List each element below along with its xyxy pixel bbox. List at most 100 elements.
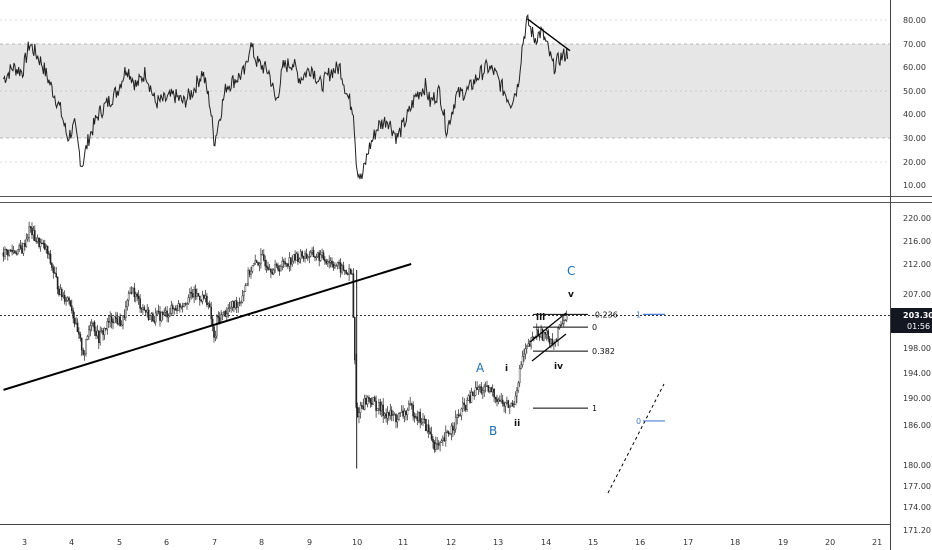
candle-body — [531, 336, 534, 339]
candle-body — [277, 265, 279, 270]
candle-body — [247, 270, 249, 284]
last-price-badge[interactable]: 203.30 01:56 — [891, 308, 932, 333]
candle-body — [523, 353, 525, 357]
candle-body — [24, 243, 26, 247]
candle-body — [396, 419, 399, 423]
candle-body — [210, 306, 213, 320]
time-tick: 14 — [541, 538, 551, 547]
candle-body — [196, 293, 198, 297]
candle-body — [149, 315, 151, 320]
candle-body — [322, 252, 325, 260]
candle-body — [82, 349, 84, 355]
candle-body — [243, 291, 245, 297]
candle-body — [284, 261, 286, 265]
candle-body — [341, 265, 343, 273]
candle-body — [88, 329, 90, 337]
rsi-divergence-line[interactable] — [526, 18, 571, 52]
candle-body — [509, 406, 511, 408]
time-tick: 4 — [69, 538, 74, 547]
candle-body — [520, 364, 522, 369]
candle-body — [513, 404, 515, 407]
candle-body — [142, 307, 144, 310]
candle-body — [99, 331, 101, 343]
candle-body — [152, 313, 154, 321]
rsi-tick: 30.00 — [903, 134, 926, 143]
price-tick: 180.00 — [903, 461, 931, 470]
candle-body — [233, 301, 235, 308]
candle-body — [309, 251, 312, 257]
candle-body — [44, 243, 46, 250]
candle-body — [483, 385, 486, 391]
candle-body — [489, 387, 491, 392]
candle-body — [453, 428, 456, 431]
candle-body — [524, 348, 527, 355]
time-tick: 9 — [307, 538, 312, 547]
candle-body — [555, 339, 558, 341]
candle-body — [292, 254, 295, 262]
candle-body — [545, 330, 548, 335]
rsi-tick: 60.00 — [903, 63, 926, 72]
candle-body — [334, 265, 336, 268]
candle-body — [267, 266, 269, 270]
price-axis: 220.00 216.00 212.00 207.00 198.00 194.0… — [891, 214, 932, 535]
candle-body — [9, 249, 12, 251]
candle-body — [419, 411, 422, 423]
wedge-lower-line[interactable] — [531, 333, 567, 362]
wedge-upper-line[interactable] — [529, 312, 567, 343]
candle-body — [473, 395, 476, 397]
candle-body — [72, 310, 74, 319]
time-tick: 19 — [778, 538, 788, 547]
candle-body — [186, 303, 188, 305]
candle-body — [183, 303, 185, 307]
candle-body — [126, 300, 129, 307]
candle-body — [102, 330, 104, 335]
candle-body — [362, 405, 365, 410]
candle-body — [65, 300, 67, 302]
candle-body — [308, 256, 311, 258]
price-tick: 198.00 — [903, 344, 931, 353]
candle-body — [491, 389, 494, 393]
candle-body — [100, 330, 103, 333]
countdown-timer: 01:56 — [907, 322, 930, 331]
candle-body — [332, 264, 335, 268]
candle-body — [550, 339, 552, 344]
candle-body — [356, 407, 359, 418]
candle-body — [166, 310, 168, 318]
candle-body — [301, 251, 304, 257]
candle-body — [432, 439, 434, 443]
candle-body — [342, 265, 345, 271]
candle-body — [139, 298, 141, 309]
candle-body — [280, 266, 282, 272]
candle-body — [116, 318, 119, 325]
candle-body — [392, 414, 395, 416]
candle-body — [493, 389, 495, 398]
candle-body — [83, 353, 86, 355]
support-trendline[interactable] — [3, 263, 412, 391]
candle-body — [315, 256, 318, 258]
candle-body — [250, 271, 252, 275]
candle-body — [211, 318, 214, 327]
candle-body — [325, 260, 328, 264]
candle-body — [418, 411, 420, 421]
candle-body — [127, 293, 130, 301]
candle-body — [393, 414, 396, 416]
candle-body — [198, 295, 201, 301]
candle-body — [409, 403, 412, 405]
candle-body — [159, 311, 161, 321]
candle-body — [358, 412, 360, 418]
candle-body — [564, 319, 566, 322]
wave-label-C: C — [567, 264, 575, 278]
candle-body — [410, 403, 413, 406]
candle-body — [59, 288, 62, 295]
candle-body — [526, 346, 528, 349]
fib-levels[interactable]: -0.236 0 0.382 1 — [533, 310, 618, 413]
candle-body — [521, 356, 524, 365]
candle-body — [381, 404, 383, 412]
projection-tool[interactable]: 1 0 — [607, 310, 665, 494]
candle-body — [511, 403, 514, 407]
candle-body — [278, 269, 281, 272]
candle-body — [423, 418, 426, 421]
candle-body — [214, 335, 217, 338]
candle-body — [449, 433, 451, 435]
